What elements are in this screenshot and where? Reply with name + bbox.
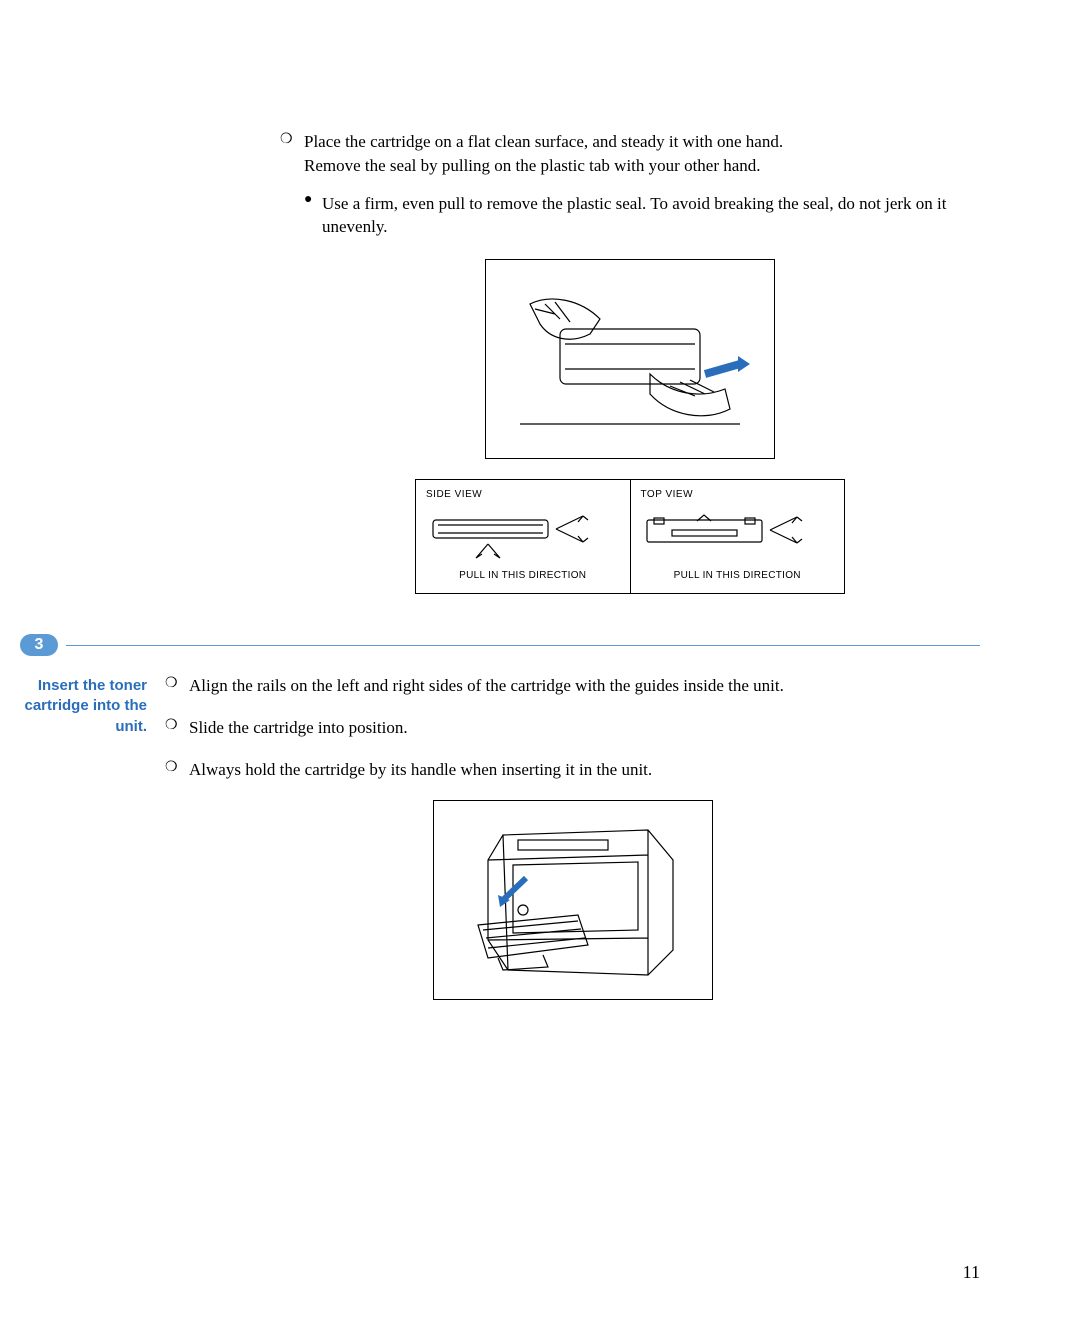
figure-top-view-cell: TOP VIEW PULL IN THIS DIRECTION (631, 480, 845, 593)
step-number-badge: 3 (20, 634, 58, 656)
step-divider: 3 (20, 634, 980, 656)
top-view-label: TOP VIEW (641, 488, 835, 502)
step-heading: Insert the toner cartridge into the unit… (20, 674, 165, 999)
instruction-hold-handle: ❍ Always hold the cartridge by its handl… (165, 758, 980, 782)
instruction-slide-cartridge: ❍ Slide the cartridge into position. (165, 716, 980, 740)
instruction-text: Always hold the cartridge by its handle … (189, 758, 980, 782)
figure-pull-direction-views: SIDE VIEW PULL IN THIS DIRECTION TOP VIE… (415, 479, 845, 594)
instruction-text: Place the cartridge on a flat clean surf… (304, 130, 980, 178)
page-number: 11 (963, 1260, 980, 1285)
sub-instruction-text: Use a firm, even pull to remove the plas… (322, 192, 980, 240)
sub-instruction-firm-pull: ● Use a firm, even pull to remove the pl… (304, 192, 980, 240)
instruction-align-rails: ❍ Align the rails on the left and right … (165, 674, 980, 698)
side-view-drawing (426, 508, 620, 563)
top-view-illustration-icon (642, 508, 832, 563)
side-view-illustration-icon (428, 508, 618, 563)
instruction-text: Align the rails on the left and right si… (189, 674, 980, 698)
text-line: Remove the seal by pulling on the plasti… (304, 156, 761, 175)
top-view-drawing (641, 508, 835, 563)
side-view-label: SIDE VIEW (426, 488, 620, 502)
hands-cartridge-illustration-icon (500, 274, 760, 444)
hollow-circle-bullet-icon: ❍ (165, 674, 189, 698)
figure-insert-cartridge (433, 800, 713, 1000)
text-line: Place the cartridge on a flat clean surf… (304, 132, 783, 151)
instruction-text: Slide the cartridge into position. (189, 716, 980, 740)
hollow-circle-bullet-icon: ❍ (165, 758, 189, 782)
hollow-circle-bullet-icon: ❍ (165, 716, 189, 740)
dot-bullet-icon: ● (304, 192, 322, 240)
pull-direction-label-right: PULL IN THIS DIRECTION (641, 569, 835, 583)
figure-hands-removing-seal (485, 259, 775, 459)
printer-insert-illustration-icon (448, 810, 698, 990)
figure-side-view-cell: SIDE VIEW PULL IN THIS DIRECTION (416, 480, 631, 593)
hollow-circle-bullet-icon: ❍ (280, 130, 304, 178)
instruction-place-cartridge: ❍ Place the cartridge on a flat clean su… (280, 130, 980, 178)
pull-direction-label-left: PULL IN THIS DIRECTION (426, 569, 620, 583)
step-divider-line (66, 645, 980, 646)
